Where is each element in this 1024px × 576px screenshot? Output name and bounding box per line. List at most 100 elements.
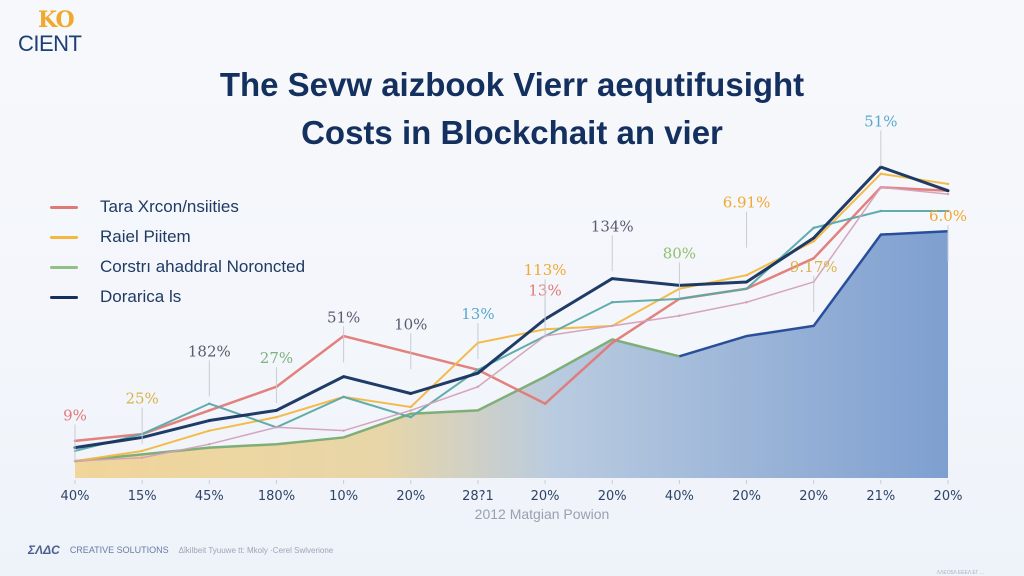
logo-bottom-text: CIENT <box>18 31 82 56</box>
data-point <box>543 334 547 338</box>
legend-item[interactable]: Raiel Piitem <box>50 222 305 252</box>
x-tick-label: 21% <box>866 489 895 504</box>
data-point <box>946 192 950 196</box>
x-tick-label: 45% <box>195 489 224 504</box>
annotation-label: 182% <box>188 342 231 360</box>
data-point <box>208 429 211 432</box>
data-point <box>409 409 412 412</box>
legend-swatch <box>50 205 78 209</box>
footer-logo-2: CREATIVE SOLUTIONS <box>69 545 169 555</box>
legend-label: Raiel Piitem <box>100 227 191 246</box>
data-point <box>812 240 815 243</box>
data-point <box>275 426 278 429</box>
data-point <box>879 165 883 169</box>
footer: ΣΛΔC CREATIVE SOLUTIONS Δΐkilbeit Tyuuwe… <box>28 543 333 557</box>
brand-logo: KO CIENT <box>18 8 82 56</box>
legend-swatch <box>50 235 78 239</box>
x-tick-label: 180% <box>258 489 295 504</box>
data-point <box>409 392 412 395</box>
data-point <box>342 395 345 399</box>
x-tick-label: 40% <box>665 489 694 504</box>
data-point <box>543 402 547 405</box>
data-point <box>812 226 815 230</box>
x-axis: 40% 15% 45% 180% 10% 20% 28?1 20% 20% 40% 20% 20% 21… <box>61 480 963 504</box>
annotation-label: 27% <box>260 349 293 367</box>
data-point <box>678 297 681 301</box>
x-tick-label: 20% <box>531 489 560 504</box>
data-point <box>745 274 748 277</box>
annotation-layer: 9%25%182% 27%51% 10%13%13%113%134%80%6.91%… <box>63 112 967 461</box>
legend-label: Tara Xrcon/nsiities <box>100 197 239 216</box>
data-point <box>476 385 480 388</box>
x-tick-label: 10% <box>329 489 358 504</box>
x-tick-label: 20% <box>598 489 627 504</box>
data-point <box>946 209 950 213</box>
x-tick-label: 40% <box>61 489 90 504</box>
chart-legend: Tara Xrcon/nsiities Raiel Piitem Corstrı… <box>50 192 305 312</box>
legend-item[interactable]: Tara Xrcon/nsiities <box>50 192 305 222</box>
data-point <box>275 409 278 412</box>
data-point <box>879 186 883 189</box>
area-edge-blue <box>679 230 949 358</box>
data-point <box>745 287 748 290</box>
data-point <box>476 372 480 375</box>
data-point <box>208 409 211 412</box>
series-line-0 <box>73 186 950 443</box>
data-point <box>946 182 950 186</box>
x-tick-label: 28?1 <box>462 489 494 504</box>
data-point <box>879 209 883 213</box>
data-point <box>745 301 748 304</box>
data-point <box>611 324 614 328</box>
chart-title-line2: Costs in Blockchait an vier <box>301 114 723 151</box>
data-point <box>678 314 681 317</box>
footer-caption: Δΐkilbeit Tyuuwe tt: Mkoly ·Cerel Swlver… <box>178 545 334 555</box>
legend-label: Dorarica ls <box>100 287 182 306</box>
x-tick-label: 20% <box>396 489 425 504</box>
legend-item[interactable]: Dorarica ls <box>50 282 305 312</box>
x-axis-label: 2012 Matgian Powion <box>474 506 610 522</box>
data-point <box>879 172 883 175</box>
line-layer <box>73 165 950 463</box>
data-point <box>409 415 412 419</box>
legend-swatch <box>50 295 78 299</box>
footer-note: ΛΛΕΟ5Λ ΕΕΕΛ ΕΓ ... <box>936 570 984 576</box>
data-point <box>812 257 815 260</box>
data-point <box>140 449 144 453</box>
logo-top-text: KO <box>38 7 75 33</box>
annotation-label: 6.0% <box>929 207 967 225</box>
data-point <box>476 368 480 372</box>
data-point <box>342 375 345 378</box>
x-tick-label: 20% <box>732 489 761 504</box>
series-line-2 <box>74 209 949 452</box>
series-line-3 <box>73 165 950 450</box>
series-line-4 <box>74 186 949 462</box>
data-point <box>140 456 144 459</box>
annotation-label: 9.17% <box>790 258 838 276</box>
annotation-label: 113% <box>524 261 567 279</box>
data-point <box>208 443 211 446</box>
legend-item[interactable]: Corstrı ahaddral Noroncted <box>50 252 305 282</box>
annotation-label: 6.91% <box>723 194 771 212</box>
data-point <box>409 405 412 409</box>
data-point <box>275 415 278 419</box>
annotation-label: 25% <box>125 390 158 408</box>
data-point <box>208 402 211 405</box>
x-tick-label: 20% <box>934 489 963 504</box>
area-fill <box>75 231 948 478</box>
footer-logo-1: ΣΛΔC <box>28 543 60 557</box>
annotation-label: 10% <box>394 315 427 333</box>
annotation-label: 80% <box>663 244 696 262</box>
data-point <box>208 419 211 422</box>
data-point <box>946 189 950 192</box>
data-point <box>611 341 614 344</box>
annotation-label: 134% <box>591 217 634 235</box>
legend-label: Corstrı ahaddral Noroncted <box>100 257 306 276</box>
data-point <box>745 280 748 284</box>
data-point <box>73 459 77 463</box>
data-point <box>812 236 815 240</box>
chart-title-line1: The Sevw aizbook Vierr aequtifusight <box>219 66 805 103</box>
data-point <box>611 301 614 304</box>
legend-swatch <box>50 265 78 269</box>
annotation-label: 9% <box>63 407 87 425</box>
